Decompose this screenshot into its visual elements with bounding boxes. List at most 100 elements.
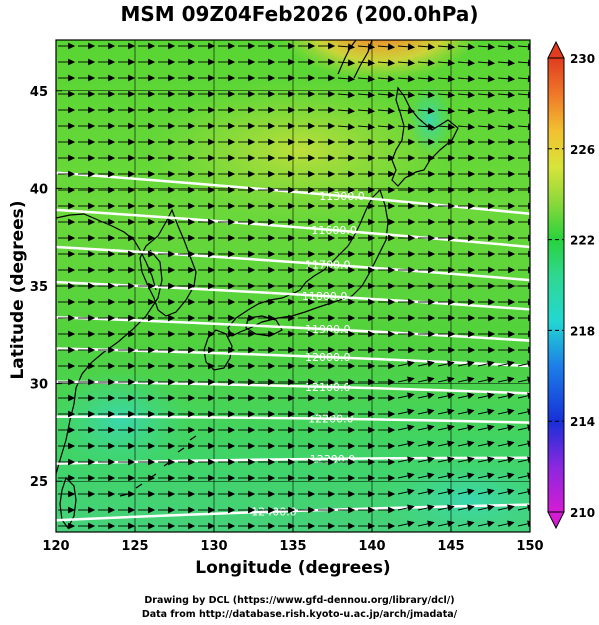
wind-vector-head	[448, 250, 456, 258]
wind-vector-head	[188, 90, 196, 98]
wind-vector-head	[428, 330, 436, 338]
wind-vector-head	[148, 298, 156, 306]
wind-vector-head	[208, 202, 216, 210]
wind-vector-head	[268, 490, 276, 498]
wind-vector-head	[268, 346, 276, 354]
wind-vector-head	[68, 442, 76, 450]
colorbar-tick-label: 222	[570, 234, 595, 248]
wind-vector-head	[228, 234, 236, 242]
wind-vector-head	[467, 91, 476, 99]
wind-vector-head	[148, 378, 156, 386]
wind-vector-head	[527, 43, 530, 51]
wind-vector-head	[188, 186, 196, 194]
wind-vector-head	[248, 138, 256, 146]
wind-vector-head	[448, 218, 456, 226]
wind-vector-head	[308, 362, 316, 370]
wind-vector-head	[228, 218, 236, 226]
wind-vector-head	[68, 138, 76, 146]
wind-vector-head	[367, 75, 376, 83]
wind-vector-head	[507, 424, 515, 432]
wind-vector-head	[128, 394, 136, 402]
wind-vector-head	[188, 218, 196, 226]
wind-vector-head	[168, 362, 176, 370]
wind-vector-head	[367, 107, 376, 115]
wind-vector-head	[248, 298, 256, 306]
wind-vector-head	[427, 424, 435, 432]
wind-vector-head	[347, 43, 356, 51]
height-contour-label: 12200.0	[308, 413, 354, 426]
wind-vector-head	[508, 298, 516, 306]
wind-vector-head	[467, 123, 476, 131]
wind-vector-head	[507, 488, 515, 496]
wind-vector-head	[488, 250, 496, 258]
wind-vector-head	[208, 378, 216, 386]
wind-vector-head	[128, 234, 136, 242]
wind-vector-head	[467, 440, 475, 448]
wind-vector-head	[188, 378, 196, 386]
wind-vector-head	[88, 170, 96, 178]
wind-vector-head	[427, 91, 436, 99]
wind-vector-head	[268, 314, 276, 322]
wind-vector-head	[388, 138, 396, 146]
wind-vector-head	[468, 202, 476, 210]
wind-vector-head	[248, 346, 256, 354]
wind-vector-head	[168, 106, 176, 114]
wind-vector-shaft	[517, 362, 530, 367]
wind-vector-head	[148, 90, 156, 98]
wind-vector-head	[408, 234, 416, 242]
wind-vector-head	[248, 426, 256, 434]
wind-vector-head	[348, 346, 356, 354]
wind-vector-shaft	[517, 410, 530, 415]
wind-vector-head	[188, 154, 196, 162]
wind-vector-head	[387, 91, 396, 99]
wind-vector-head	[368, 138, 376, 146]
wind-vector-head	[128, 522, 136, 530]
wind-vector-head	[468, 186, 476, 194]
wind-vector-head	[368, 522, 376, 530]
wind-vector-head	[108, 42, 116, 50]
wind-vector-head	[488, 298, 496, 306]
wind-vector-head	[407, 504, 415, 512]
wind-vector-head	[308, 426, 316, 434]
colorbar-tick-label: 230	[570, 52, 595, 66]
height-contour	[56, 208, 530, 249]
wind-vector-head	[168, 234, 176, 242]
wind-vector-head	[248, 234, 256, 242]
wind-vector-head	[148, 202, 156, 210]
wind-vector-shaft	[517, 125, 530, 128]
wind-vector-head	[468, 250, 476, 258]
wind-vector-head	[108, 346, 116, 354]
credit-drawing: Drawing by DCL (https://www.gfd-dennou.o…	[144, 595, 455, 606]
wind-vector-head	[388, 474, 396, 482]
height-contours: 11300.0 11600.0 11700.0 11800.0 11900.0 12000…	[56, 171, 530, 522]
wind-vector-head	[88, 490, 96, 498]
wind-vector-head	[487, 123, 496, 131]
wind-vector-head	[148, 138, 156, 146]
wind-vector-head	[88, 58, 96, 66]
x-tick-label: 150	[516, 539, 543, 554]
wind-vector-head	[168, 474, 176, 482]
wind-vector-head	[68, 74, 76, 82]
wind-vector-head	[188, 458, 196, 466]
wind-vector-shaft	[517, 426, 530, 431]
wind-vector-head	[427, 107, 436, 115]
wind-vector-head	[348, 426, 356, 434]
wind-vector-head	[268, 522, 276, 530]
wind-vector-head	[328, 266, 336, 274]
wind-vector-head	[448, 346, 456, 354]
wind-vector-head	[248, 522, 256, 530]
wind-vector-head	[268, 170, 276, 178]
wind-vector-head	[228, 314, 236, 322]
wind-vector-head	[468, 346, 476, 354]
wind-vector-shaft	[517, 77, 530, 80]
wind-vector-head	[168, 218, 176, 226]
wind-vector-head	[347, 75, 356, 83]
wind-vector-head	[208, 122, 216, 130]
wind-vector-head	[308, 122, 316, 130]
wind-vector-head	[128, 346, 136, 354]
wind-vector-head	[108, 442, 116, 450]
wind-vector-head	[527, 456, 530, 464]
wind-vector-head	[447, 408, 455, 416]
wind-vector-head	[248, 442, 256, 450]
wind-vector-head	[128, 506, 136, 514]
